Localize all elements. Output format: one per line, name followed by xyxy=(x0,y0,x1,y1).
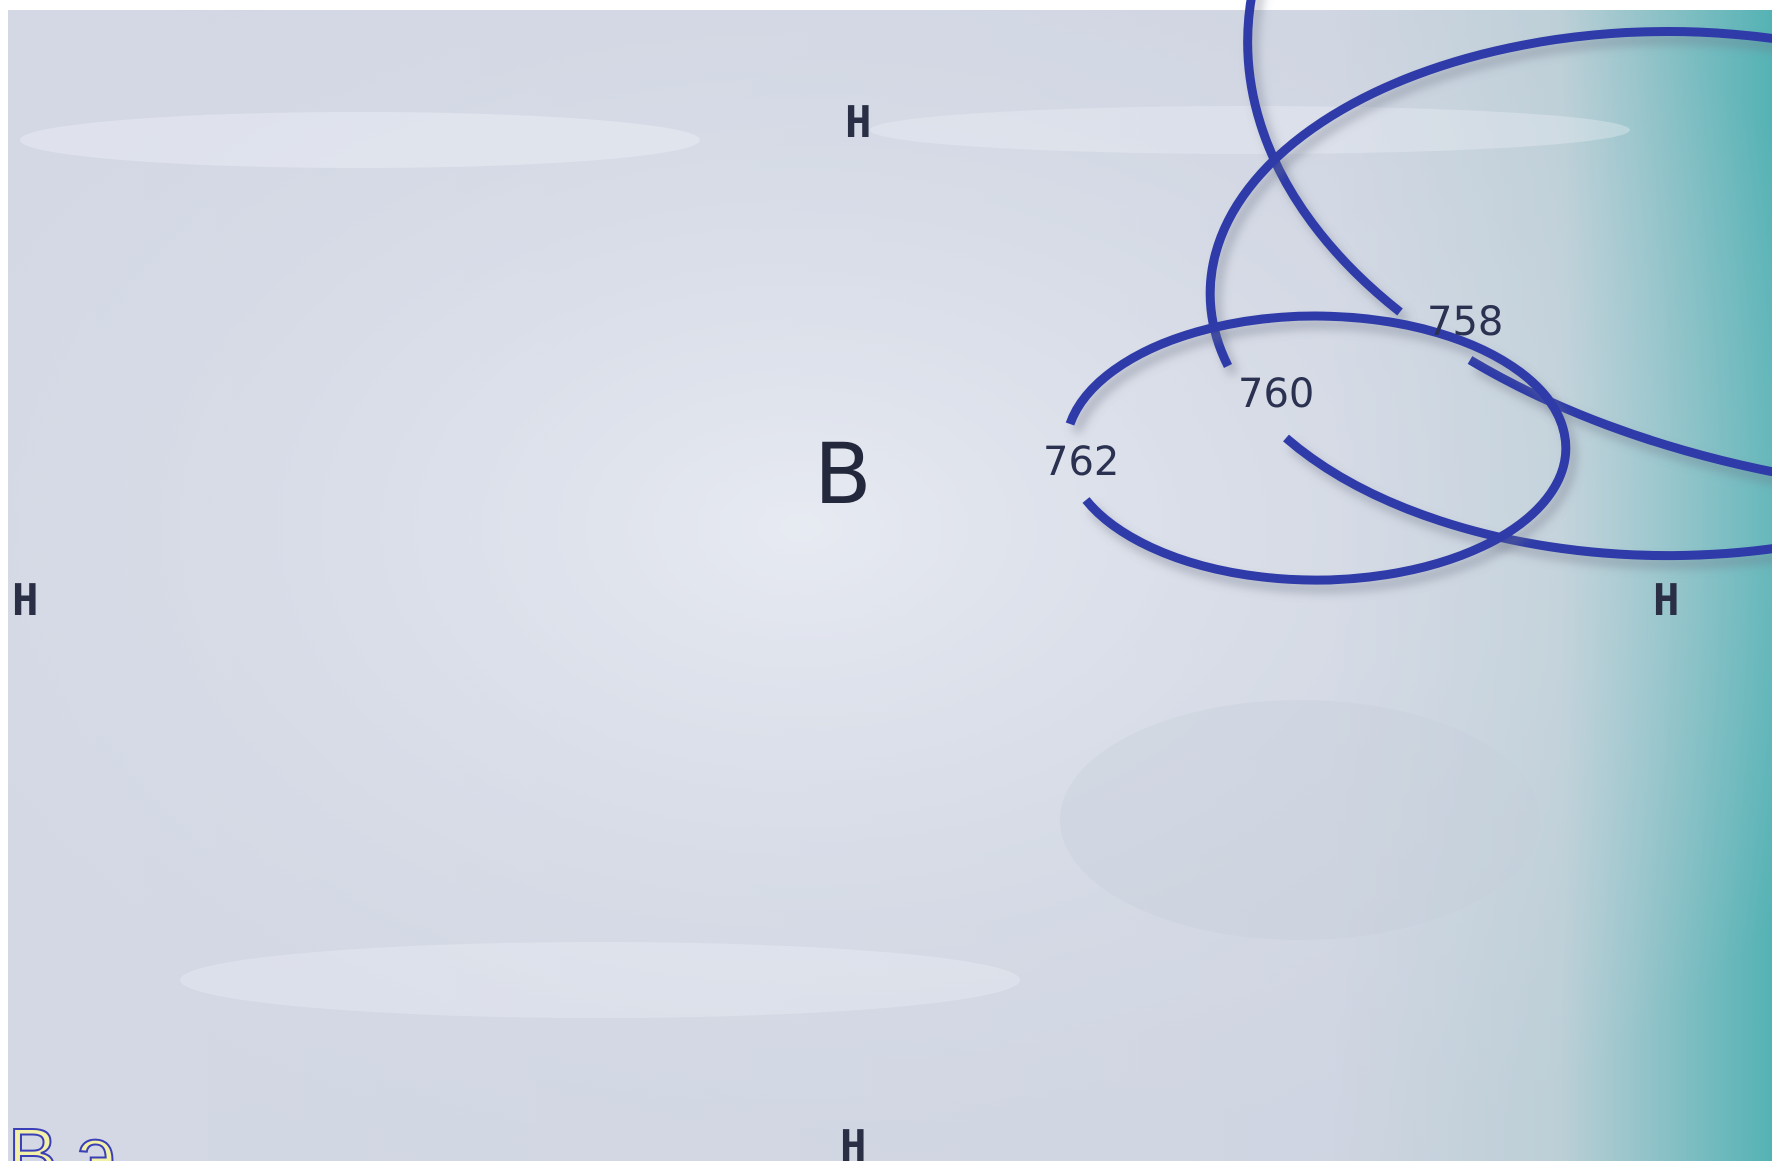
background-glow xyxy=(8,10,1772,1161)
cloud-streak xyxy=(870,106,1630,154)
cloud-streak xyxy=(180,942,1020,1018)
isobar-label-762: 762 xyxy=(1043,439,1119,485)
isobar-label-758: 758 xyxy=(1427,299,1503,345)
cloud-streak xyxy=(20,112,700,168)
top-strip xyxy=(0,0,1772,10)
center-pressure-label: В xyxy=(814,425,872,523)
isobar-label-760: 760 xyxy=(1238,371,1314,417)
bottom-caption-fragment: В э xyxy=(8,1113,116,1161)
textured-patch xyxy=(1060,700,1540,940)
direction-label-left: Н xyxy=(12,575,39,626)
direction-label-right: Н xyxy=(1653,575,1680,626)
isobar-762 xyxy=(1065,311,1571,585)
direction-label-bottom: Н xyxy=(840,1121,867,1161)
direction-label-top: Н xyxy=(845,97,872,148)
isobar-760 xyxy=(1205,27,1772,561)
